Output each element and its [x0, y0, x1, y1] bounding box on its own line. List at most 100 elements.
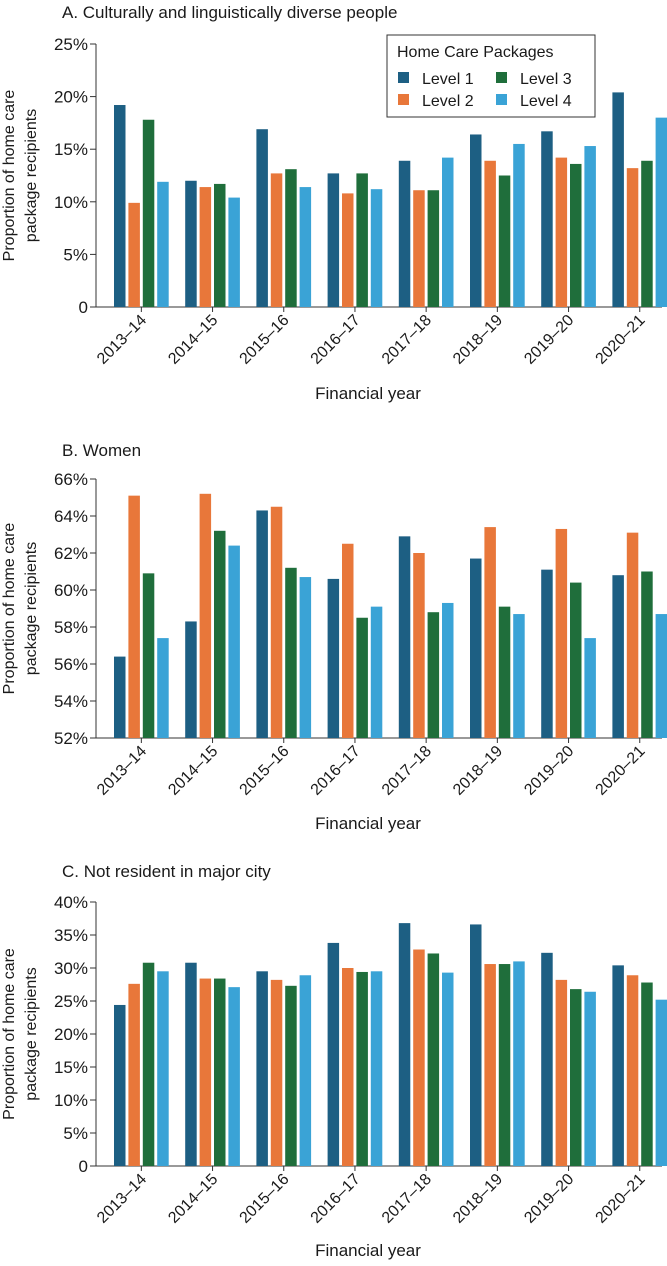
bar-level-2 — [270, 173, 283, 307]
bar-level-2 — [555, 979, 568, 1166]
bar-level-2 — [626, 975, 639, 1166]
legend-item-label: Level 1 — [422, 71, 474, 88]
bar-level-3 — [356, 971, 368, 1166]
x-tick-label: 2016–17 — [308, 743, 364, 799]
bar-level-4 — [442, 602, 454, 738]
x-tick-label: 2015–16 — [237, 312, 293, 368]
bar-level-2 — [626, 532, 639, 738]
chart-panel-3: C. Not resident in major city 0 5% 10% 15% 20… — [1, 862, 667, 1260]
bar-level-4 — [370, 189, 383, 307]
bar-level-1 — [114, 1004, 126, 1166]
bar-level-2 — [342, 543, 354, 738]
bar-level-2 — [270, 979, 283, 1166]
x-tick-label: 2018–19 — [450, 312, 506, 368]
y-tick-label: 25% — [54, 992, 88, 1011]
x-tick-label: 2015–16 — [237, 1171, 293, 1227]
legend-swatch — [398, 94, 409, 105]
y-tick-label: 0 — [79, 1157, 88, 1176]
bar-level-4 — [370, 971, 383, 1166]
bar-level-1 — [398, 160, 411, 307]
bar-level-2 — [342, 968, 354, 1166]
bar-level-3 — [641, 160, 653, 307]
bar-level-2 — [199, 187, 212, 307]
bar-level-1 — [327, 942, 340, 1166]
x-tick-label: 2013–14 — [94, 312, 150, 368]
bar-level-4 — [228, 545, 240, 738]
bar-level-2 — [555, 157, 568, 307]
bar-level-4 — [228, 197, 240, 307]
bar-level-2 — [342, 193, 354, 307]
bar-level-3 — [641, 982, 653, 1166]
y-tick-label: 40% — [54, 893, 88, 912]
y-tick-label: 54% — [54, 692, 88, 711]
bar-level-1 — [470, 924, 482, 1166]
bar-level-4 — [442, 972, 454, 1166]
legend-swatch — [398, 72, 409, 83]
bar-level-2 — [128, 202, 140, 307]
y-tick-label: 10% — [54, 1091, 88, 1110]
legend-swatch — [496, 94, 507, 105]
bar-level-3 — [142, 119, 155, 307]
bar-level-4 — [157, 971, 169, 1166]
bar-level-1 — [256, 510, 268, 738]
x-tick-label: 2019–20 — [521, 743, 577, 799]
bar-level-3 — [498, 964, 511, 1166]
bar-level-3 — [427, 190, 440, 307]
bar-level-1 — [541, 131, 553, 307]
x-axis-label: Financial year — [315, 384, 421, 403]
bar-level-2 — [128, 495, 140, 738]
bar-level-2 — [626, 168, 639, 307]
y-axis-label-line-2: package recipients — [23, 967, 40, 1100]
y-axis-label-line-1: Proportion of home care — [1, 90, 18, 262]
bar-level-2 — [270, 506, 283, 738]
y-axis-label-line-1: Proportion of home care — [1, 523, 18, 695]
y-axis-label: Proportion of home care package recipient… — [1, 523, 40, 695]
x-axis-label: Financial year — [315, 814, 421, 833]
x-tick-label: 2015–16 — [237, 743, 293, 799]
y-axis-label-line-2: package recipients — [23, 542, 40, 675]
bar-level-1 — [185, 621, 197, 738]
bar-level-2 — [413, 553, 425, 738]
bar-level-1 — [470, 134, 482, 307]
x-tick-label: 2017–18 — [379, 743, 435, 799]
x-tick-label: 2019–20 — [521, 1171, 577, 1227]
x-tick-label: 2020–21 — [593, 1171, 649, 1227]
bar-level-3 — [570, 989, 582, 1166]
bar-level-4 — [299, 187, 312, 307]
bar-level-3 — [142, 573, 155, 738]
bar-level-3 — [570, 582, 582, 738]
x-tick-label: 2018–19 — [450, 743, 506, 799]
bar-level-3 — [498, 175, 511, 307]
y-tick-label: 15% — [54, 140, 88, 159]
bar-level-4 — [299, 577, 312, 738]
x-tick-label: 2014–15 — [165, 1171, 221, 1227]
bar-level-3 — [570, 163, 582, 307]
bar-level-4 — [299, 975, 312, 1166]
bar-level-1 — [612, 965, 624, 1166]
bar-level-3 — [285, 985, 297, 1166]
y-tick-label: 0 — [79, 298, 88, 317]
bar-level-1 — [185, 962, 197, 1166]
bar-level-4 — [584, 991, 596, 1166]
y-axis-label: Proportion of home care package recipient… — [1, 90, 40, 262]
bar-level-4 — [655, 117, 667, 307]
y-tick-label: 58% — [54, 618, 88, 637]
legend-item-label: Level 2 — [422, 93, 474, 110]
y-tick-label: 5% — [63, 1124, 88, 1143]
y-tick-label: 25% — [54, 35, 88, 54]
x-tick-label: 2019–20 — [521, 312, 577, 368]
bar-level-4 — [584, 146, 596, 307]
bar-level-3 — [427, 953, 440, 1166]
y-tick-label: 10% — [54, 193, 88, 212]
bar-level-3 — [356, 173, 368, 307]
bar-level-4 — [228, 987, 240, 1166]
y-tick-label: 62% — [54, 544, 88, 563]
x-tick-label: 2013–14 — [94, 1171, 150, 1227]
bar-level-3 — [214, 183, 226, 307]
bar-level-4 — [157, 638, 169, 738]
bar-level-3 — [356, 617, 368, 738]
y-tick-label: 52% — [54, 729, 88, 748]
chart-title: A. Culturally and linguistically diverse… — [62, 3, 397, 22]
bar-level-3 — [498, 606, 511, 738]
bar-level-4 — [157, 181, 169, 307]
